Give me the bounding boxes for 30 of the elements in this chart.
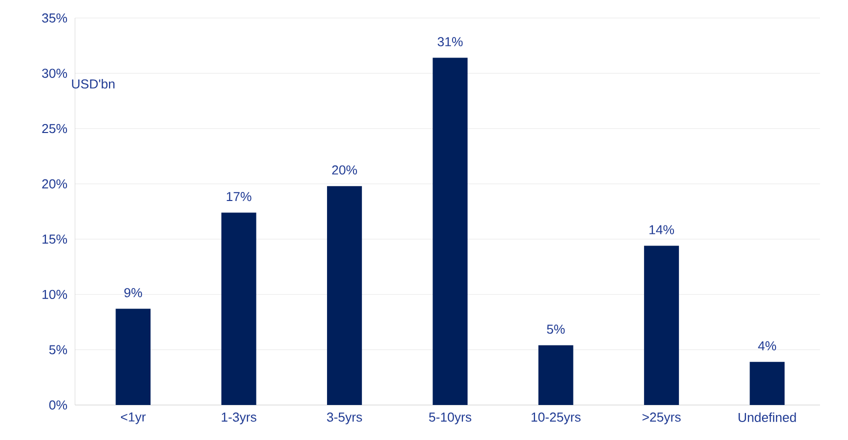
y-tick-label: 15%: [42, 234, 68, 244]
bar: [432, 58, 468, 405]
y-tick-label: 10%: [42, 290, 68, 300]
data-label: 31%: [438, 37, 463, 46]
annotation: USD'bn: [72, 79, 114, 89]
x-tick-label: 3-5yrs: [326, 412, 362, 424]
data-label: 14%: [650, 225, 674, 234]
x-tick-label: 5-10yrs: [429, 412, 472, 424]
data-label: 17%: [226, 192, 252, 202]
data-label: 20%: [332, 165, 357, 175]
x-tick-label: 10-25yrs: [532, 412, 581, 424]
bar: [644, 246, 679, 405]
y-tick-label: 20%: [42, 179, 68, 188]
y-tick-label: 0%: [49, 400, 68, 410]
data-label: 4%: [758, 341, 776, 350]
y-tick-label: 5%: [49, 345, 68, 354]
x-tick-label: Undefined: [738, 412, 796, 422]
bar: [221, 212, 256, 405]
y-tick-label: 30%: [42, 68, 68, 78]
data-label: 5%: [546, 324, 565, 334]
data-label: 9%: [124, 288, 142, 298]
bar: [538, 345, 574, 405]
bar: [327, 186, 362, 405]
x-tick-label: 1-3yrs: [222, 412, 256, 424]
bar: [116, 308, 151, 405]
bar: [750, 362, 785, 405]
y-tick-label: 35%: [42, 13, 68, 23]
x-tick-label: <1yr: [120, 412, 146, 424]
x-tick-label: >25yrs: [642, 412, 681, 424]
y-tick-label: 25%: [42, 124, 68, 134]
